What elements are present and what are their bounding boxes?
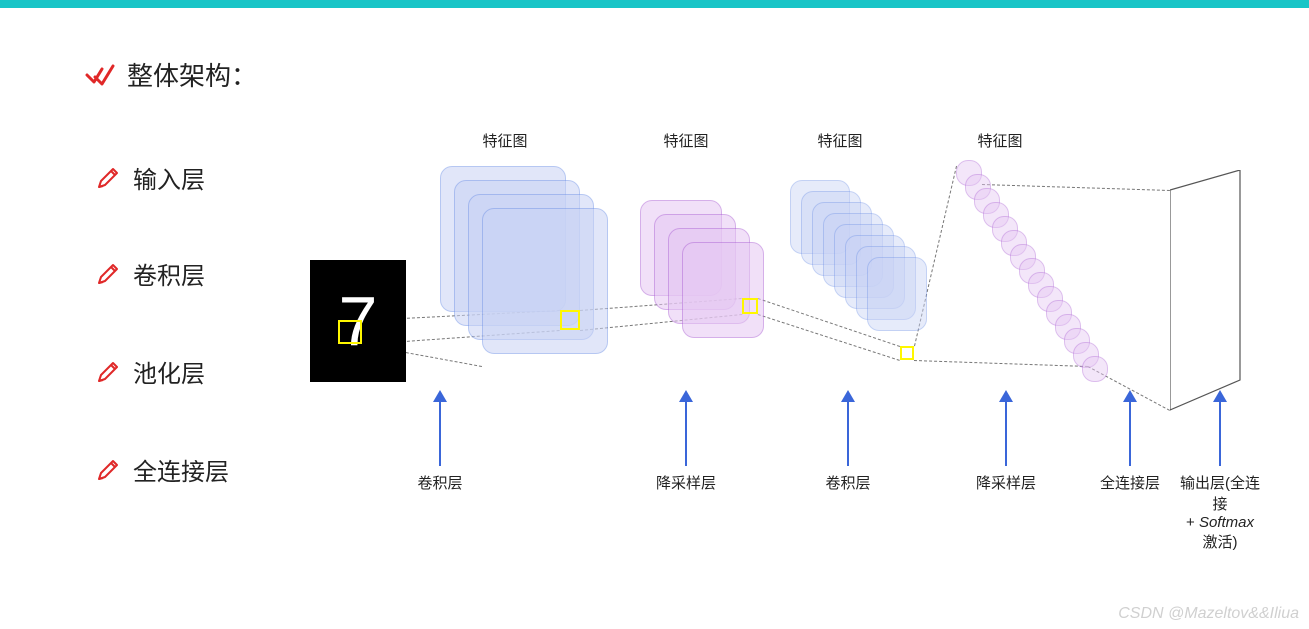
connection-line xyxy=(914,360,1088,367)
feature-map-label: 特征图 xyxy=(977,130,1022,151)
layer-arrow-label: 输出层(全连接+ Softmax激活) xyxy=(1180,390,1260,552)
arrow-up-icon xyxy=(841,390,855,466)
layer-name-text: 输出层(全连接+ Softmax激活) xyxy=(1180,472,1260,552)
bullet-item: 输入层 xyxy=(95,160,205,195)
feature-map-label: 特征图 xyxy=(817,130,862,151)
connection-line xyxy=(982,184,1170,191)
layer-arrow-label: 降采样层 xyxy=(966,390,1046,493)
receptive-field-highlight xyxy=(900,346,914,360)
pencil-icon xyxy=(95,457,121,483)
bullet-text: 池化层 xyxy=(133,354,205,389)
bullet-text: 输入层 xyxy=(133,160,205,195)
bullet-item: 全连接层 xyxy=(95,452,229,487)
heading-text: 整体架构： xyxy=(127,56,257,93)
layer-name-text: 降采样层 xyxy=(656,472,716,493)
layer-arrow-label: 降采样层 xyxy=(646,390,726,493)
layer-name-text: 全连接层 xyxy=(1100,472,1160,493)
cnn-architecture-figure: 7特征图特征图特征图特征图 卷积层 降采样层 卷积层 降采样层 全连接层 xyxy=(300,140,1300,570)
feature-map-label: 特征图 xyxy=(482,130,527,151)
layer-arrow-label: 全连接层 xyxy=(1090,390,1170,493)
pencil-icon xyxy=(95,261,121,287)
receptive-field-highlight xyxy=(338,320,362,344)
layer-name-text: 降采样层 xyxy=(976,472,1036,493)
top-bar xyxy=(0,0,1309,8)
feature-map xyxy=(682,242,764,338)
feature-map xyxy=(482,208,608,354)
arrow-up-icon xyxy=(1123,390,1137,466)
bullet-item: 卷积层 xyxy=(95,256,205,291)
layer-name-text: 卷积层 xyxy=(417,472,462,493)
layer-arrow-label: 卷积层 xyxy=(400,390,480,493)
arrow-up-icon xyxy=(999,390,1013,466)
watermark: CSDN @Mazeltov&&Iliua xyxy=(1118,605,1299,623)
feature-map-label: 特征图 xyxy=(663,130,708,151)
layer-name-text: 卷积层 xyxy=(825,472,870,493)
arrow-up-icon xyxy=(1213,390,1227,466)
receptive-field-highlight xyxy=(560,310,580,330)
receptive-field-highlight xyxy=(742,298,758,314)
pencil-icon xyxy=(95,359,121,385)
layer-arrow-label: 卷积层 xyxy=(808,390,888,493)
pencil-icon xyxy=(95,165,121,191)
check-icon xyxy=(85,63,115,87)
bullet-text: 全连接层 xyxy=(133,452,229,487)
bullet-item: 池化层 xyxy=(95,354,205,389)
arrow-up-icon xyxy=(433,390,447,466)
bullet-text: 卷积层 xyxy=(133,256,205,291)
feature-map xyxy=(867,257,927,331)
heading: 整体架构： xyxy=(85,56,257,93)
arrow-up-icon xyxy=(679,390,693,466)
feature-map xyxy=(1082,356,1108,382)
